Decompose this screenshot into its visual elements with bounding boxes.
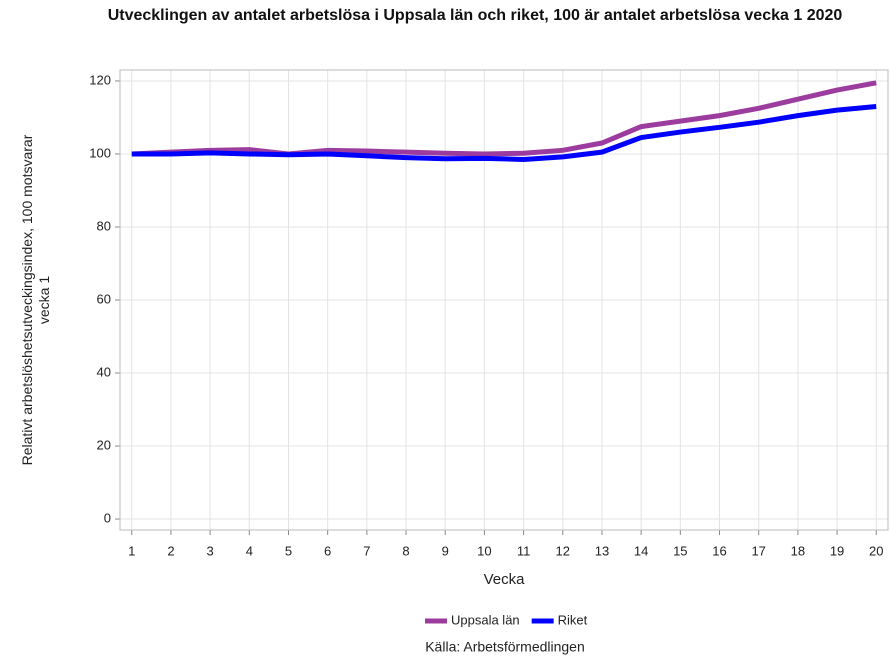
x-tick-label: 3: [207, 543, 214, 558]
y-tick-label: 120: [89, 72, 111, 87]
x-tick-label: 1: [128, 543, 135, 558]
y-tick-label: 80: [97, 218, 111, 233]
x-tick-label: 16: [712, 543, 726, 558]
y-tick-label: 40: [97, 364, 111, 379]
legend-label: Uppsala län: [451, 612, 520, 627]
x-tick-label: 8: [402, 543, 409, 558]
y-tick-label: 60: [97, 291, 111, 306]
x-tick-label: 10: [477, 543, 491, 558]
y-tick-label: 0: [104, 510, 111, 525]
x-tick-label: 9: [442, 543, 449, 558]
x-tick-label: 18: [791, 543, 805, 558]
x-tick-label: 6: [324, 543, 331, 558]
plot-frame: [119, 69, 889, 531]
y-tick-label: 20: [97, 437, 111, 452]
chart-title: Utvecklingen av antalet arbetslösa i Upp…: [107, 7, 843, 24]
legend-label: Riket: [558, 612, 588, 627]
source: Källa: Arbetsförmedlingen: [425, 639, 585, 655]
x-tick-label: 12: [556, 543, 570, 558]
x-tick-label: 11: [517, 543, 531, 558]
x-tick-label: 14: [634, 543, 648, 558]
series-line: [131, 80, 877, 157]
x-tick-label: 4: [246, 543, 253, 558]
series-line: [131, 104, 877, 162]
x-tick-label: 17: [751, 543, 765, 558]
x-tick-label: 19: [830, 543, 844, 558]
x-tick-label: 2: [167, 543, 174, 558]
x-tick-label: 7: [363, 543, 370, 558]
x-tick-label: 13: [595, 543, 609, 558]
x-tick-label: 15: [673, 543, 687, 558]
x-axis-label: Vecka: [484, 571, 526, 588]
y-tick-label: 100: [89, 145, 111, 160]
x-tick-label: 5: [285, 543, 292, 558]
x-tick-label: 20: [869, 543, 883, 558]
